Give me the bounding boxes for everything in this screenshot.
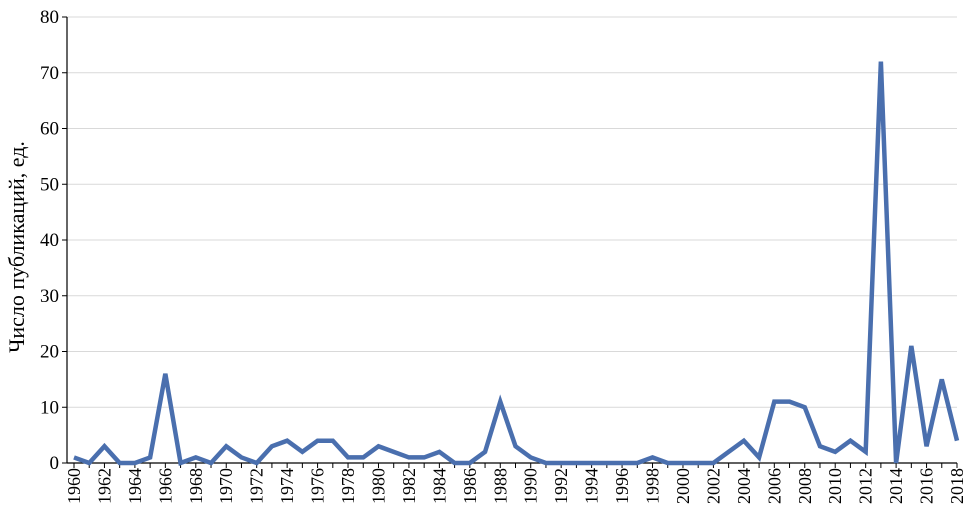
x-tick-label: 1974 [277,468,297,504]
x-tick-label: 1966 [155,468,175,504]
y-tick-label: 80 [40,7,59,28]
x-tick-label: 1970 [216,468,236,504]
y-tick-label: 40 [40,230,59,251]
x-tick-label: 1994 [582,468,602,504]
x-tick-label: 1988 [490,468,510,504]
x-tick-label: 1964 [125,468,145,504]
y-tick-label: 50 [40,174,59,195]
x-tick-label: 2002 [703,468,723,504]
series-line-0 [73,61,960,467]
x-tick-label: 2004 [734,468,754,504]
y-tick-label: 30 [40,286,59,307]
x-tick-label: 1992 [551,468,571,504]
x-tick-label: 1976 [308,468,328,504]
y-tick-label: 70 [40,63,59,84]
x-tick-label: 2008 [795,468,815,504]
y-tick-label: 60 [40,119,59,140]
x-tick-label: 1972 [247,468,267,504]
x-tick-label: 1996 [612,468,632,504]
x-tick-label: 2010 [825,468,845,504]
x-tick-label: 1990 [521,468,541,504]
gridlines [67,16,957,408]
x-tick-label: 1968 [186,468,206,504]
y-axis-label: Число публикаций, ед. [4,141,29,353]
x-tick-label: 2014 [886,468,906,504]
y-tick-label: 20 [40,342,59,363]
y-tick-label: 0 [50,453,60,474]
x-tick-label: 1986 [460,468,480,504]
x-tick-label: 2016 [917,468,937,504]
series-layer [73,61,960,467]
x-tick-label: 1962 [94,468,114,504]
y-tick-label: 10 [40,397,59,418]
x-tick-label: 2012 [856,468,876,504]
x-tick-label: 1960 [64,468,84,504]
y-axis-ticks: 0 10 20 30 40 50 60 70 80 [40,7,67,474]
x-tick-label: 2000 [673,468,693,504]
x-axis-ticks: 1960 1962 1964 1966 1968 1970 1972 1974 1976 1978… [64,463,967,504]
x-tick-label: 1998 [643,468,663,504]
x-tick-label: 2006 [764,468,784,504]
x-tick-label: 2018 [947,468,967,504]
x-tick-label: 1978 [338,468,358,504]
x-tick-label: 1984 [429,468,449,504]
x-tick-label: 1982 [399,468,419,504]
x-tick-label: 1980 [368,468,388,504]
